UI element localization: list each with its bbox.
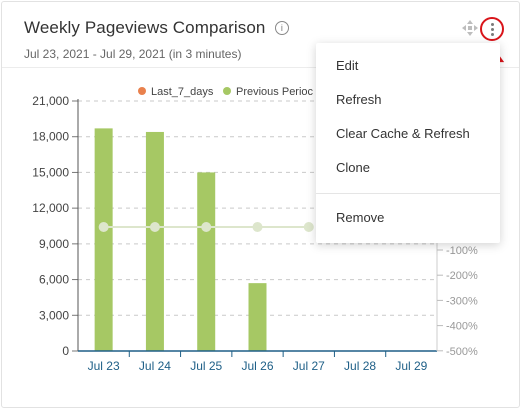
y2-tick-label: -300% (446, 295, 478, 307)
y2-tick-label: -200% (446, 270, 478, 282)
info-icon[interactable]: i (274, 21, 289, 35)
y2-tick-label: -500% (446, 346, 478, 358)
legend-swatch-last7 (138, 87, 146, 95)
y-tick-label: 6,000 (39, 273, 69, 287)
legend-label-last7: Last_7_days (151, 86, 214, 98)
change-point[interactable] (149, 222, 160, 232)
bar-previous-period[interactable] (145, 131, 164, 351)
widget-header: Weekly Pageviews Comparison i Jul 23, 20… (24, 18, 289, 61)
legend-swatch-previous (223, 87, 231, 95)
change-point[interactable] (98, 222, 109, 232)
change-point[interactable] (252, 222, 263, 232)
x-tick-label: Jul 27 (293, 359, 325, 373)
change-point[interactable] (303, 222, 314, 232)
y2-tick-label: -400% (446, 321, 478, 333)
menu-item-clone[interactable]: Clone (336, 160, 370, 175)
bar-previous-period[interactable] (197, 172, 216, 351)
y-tick-label: 0 (62, 344, 69, 358)
x-tick-label: Jul 28 (344, 359, 376, 373)
change-point[interactable] (201, 222, 212, 232)
bar-previous-period[interactable] (94, 128, 113, 351)
y2-tick-label: -100% (446, 245, 478, 257)
widget-title: Weekly Pageviews Comparison (24, 18, 266, 37)
y-tick-label: 9,000 (39, 237, 69, 251)
menu-item-edit[interactable]: Edit (336, 58, 359, 73)
x-tick-label: Jul 24 (139, 359, 171, 373)
bar-previous-period[interactable] (248, 283, 267, 351)
more-options-icon[interactable] (480, 17, 504, 41)
x-tick-label: Jul 29 (395, 359, 427, 373)
y-tick-label: 21,000 (32, 94, 69, 108)
date-range: Jul 23, 2021 - Jul 29, 2021 (in 3 minute… (24, 47, 242, 61)
menu-item-remove[interactable]: Remove (336, 210, 385, 225)
y-tick-label: 3,000 (39, 308, 69, 322)
widget-options-menu: Edit Refresh Clear Cache & Refresh Clone… (316, 43, 500, 243)
y-tick-label: 18,000 (32, 130, 69, 144)
header-divider (2, 67, 519, 68)
y-tick-label: 12,000 (32, 201, 69, 215)
menu-item-refresh[interactable]: Refresh (336, 92, 382, 107)
x-tick-label: Jul 26 (241, 359, 273, 373)
menu-divider (316, 193, 500, 194)
y-tick-label: 15,000 (32, 165, 69, 179)
menu-item-clear-cache-refresh[interactable]: Clear Cache & Refresh (336, 126, 470, 141)
legend-label-previous: Previous Perioc (236, 86, 314, 98)
move-icon[interactable] (462, 20, 478, 36)
x-tick-label: Jul 25 (190, 359, 222, 373)
x-tick-label: Jul 23 (88, 359, 120, 373)
